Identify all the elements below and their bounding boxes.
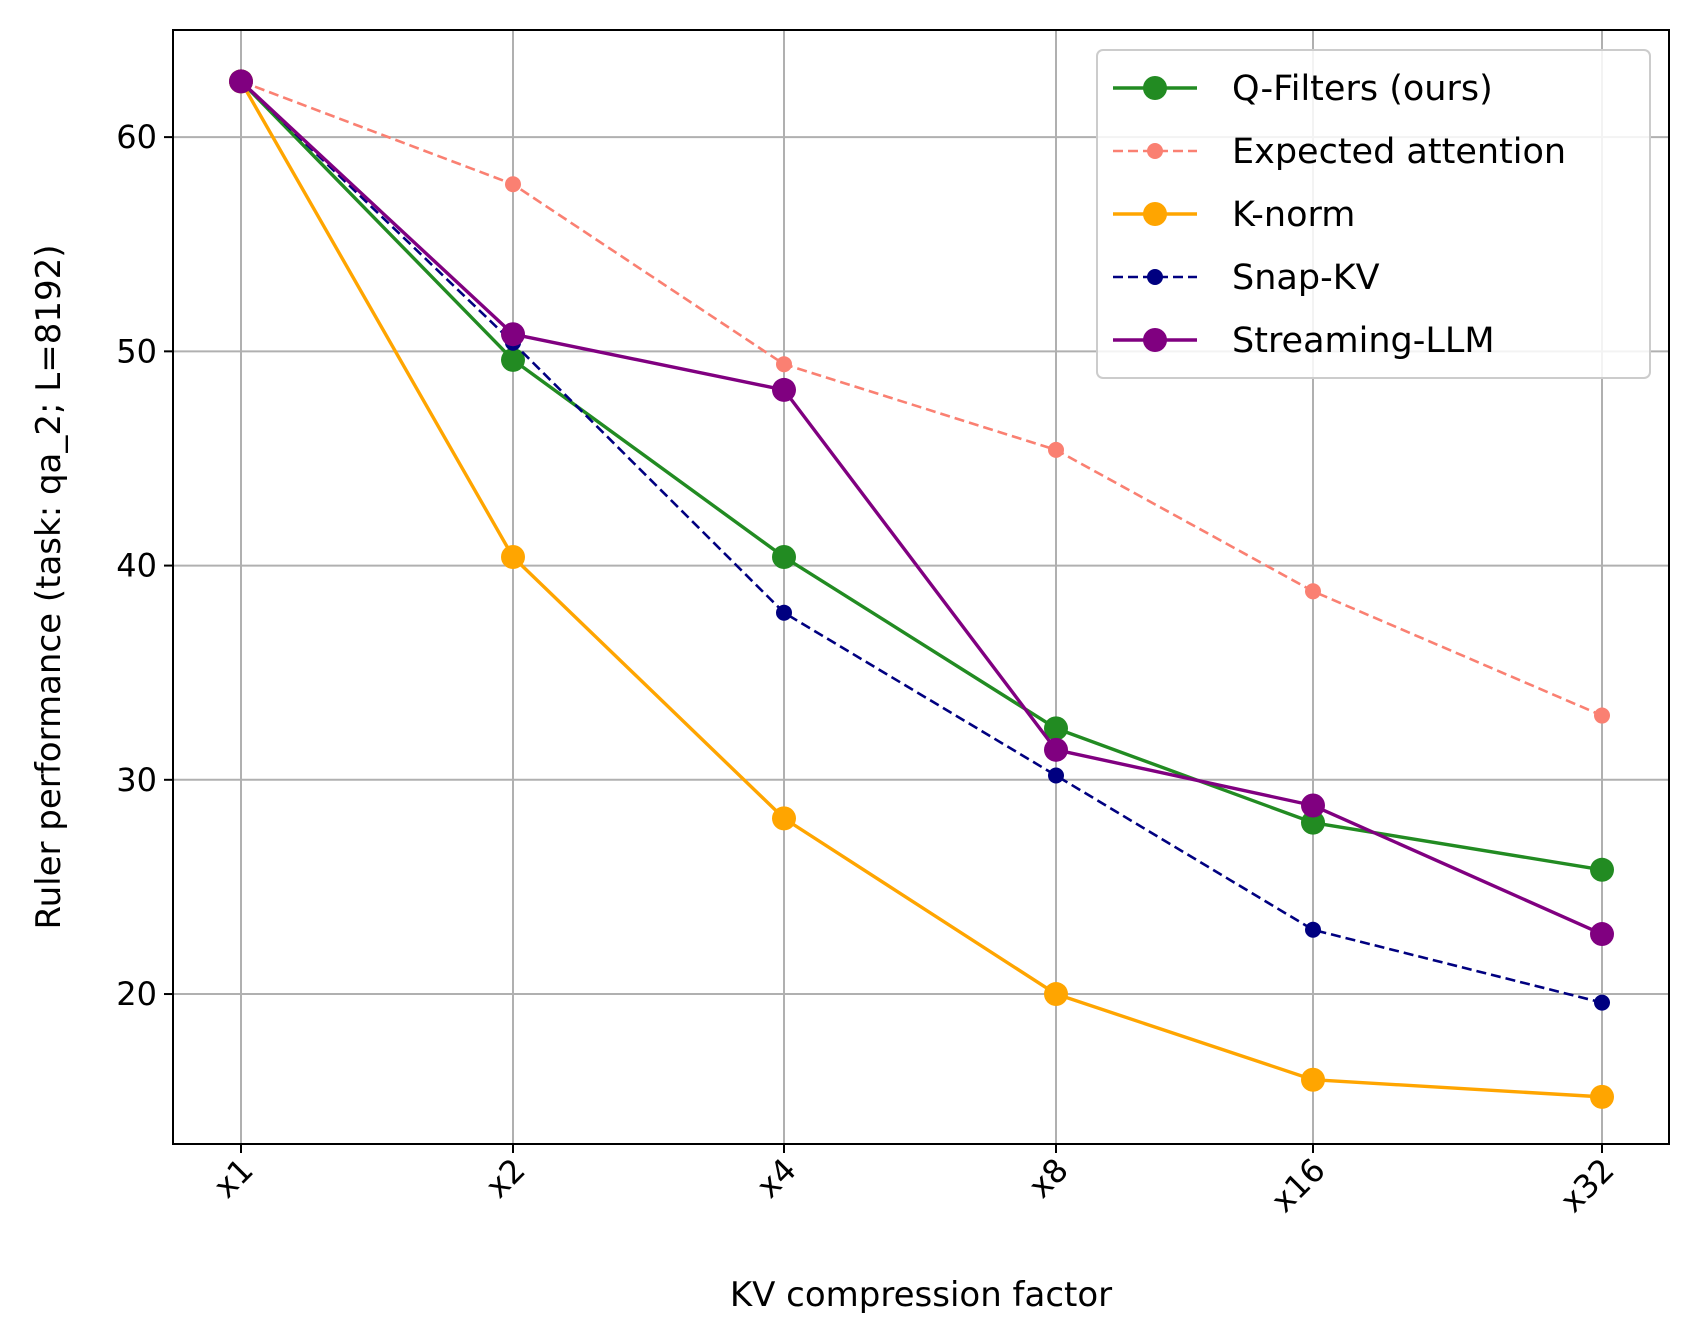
data-point — [1301, 1067, 1325, 1092]
data-point — [1594, 707, 1610, 724]
series-line — [240, 80, 1603, 1004]
series-line — [239, 80, 1603, 936]
legend-label: Streaming-LLM — [1232, 321, 1495, 361]
x-tick-label: x16 — [1264, 1151, 1333, 1220]
series-streaming-llm — [229, 69, 1614, 947]
legend-marker — [1143, 76, 1167, 100]
legend-entry: Expected attention — [1113, 132, 1566, 172]
x-tick-label: x1 — [206, 1151, 261, 1206]
data-point — [1044, 982, 1068, 1007]
legend-marker — [1143, 202, 1167, 226]
data-point — [1590, 857, 1614, 882]
legend-box — [1096, 49, 1651, 379]
data-point — [1301, 810, 1325, 835]
data-point — [772, 545, 796, 570]
legend-entry: K-norm — [1113, 195, 1355, 235]
y-tick-label: 20 — [116, 975, 157, 1013]
data-point — [1305, 921, 1321, 938]
series-line — [239, 80, 1603, 1099]
legend-label: K-norm — [1232, 195, 1355, 235]
data-point — [1305, 583, 1321, 600]
legend-marker — [1143, 328, 1167, 352]
data-point — [1590, 922, 1614, 947]
data-point — [501, 545, 525, 570]
legend-label: Expected attention — [1232, 132, 1566, 172]
y-tick-label: 60 — [116, 118, 157, 156]
legend-entry: Streaming-LLM — [1113, 321, 1495, 361]
data-point — [1301, 793, 1325, 818]
data-point — [776, 356, 792, 373]
data-point — [1590, 1084, 1614, 1109]
data-point — [1044, 716, 1068, 741]
y-tick-label: 50 — [116, 332, 157, 370]
data-point — [501, 322, 525, 347]
data-point — [776, 604, 792, 621]
legend-entry: Q-Filters (ours) — [1113, 69, 1493, 109]
y-axis-label: Ruler performance (task: qa_2; L=8192) — [29, 245, 69, 930]
plot-frame — [172, 29, 1670, 1145]
legend-marker — [1147, 269, 1163, 285]
legend-label: Q-Filters (ours) — [1232, 69, 1493, 109]
x-tick-label: x32 — [1553, 1151, 1622, 1220]
series-k-norm — [229, 69, 1614, 1109]
data-point — [1044, 737, 1068, 762]
data-point — [1048, 767, 1064, 784]
x-tick-label: x4 — [749, 1151, 804, 1206]
series-line — [239, 80, 1603, 872]
data-point — [772, 377, 796, 402]
y-tick-label: 30 — [116, 761, 157, 799]
x-axis-label: KV compression factor — [730, 1275, 1112, 1315]
data-point — [1594, 994, 1610, 1011]
data-point — [1048, 441, 1064, 458]
series-line — [240, 80, 1603, 717]
legend-marker — [1147, 143, 1163, 159]
data-point — [505, 176, 521, 193]
legend-label: Snap-KV — [1232, 258, 1380, 298]
series-layer — [229, 69, 1614, 1109]
y-tick-label: 40 — [116, 547, 157, 585]
legend: Q-Filters (ours) Expected attention K-norm… — [1096, 49, 1651, 379]
data-point — [501, 347, 525, 372]
x-tick-label: x2 — [478, 1151, 533, 1206]
legend-entry: Snap-KV — [1113, 258, 1380, 298]
x-tick-label: x8 — [1021, 1151, 1076, 1206]
data-point — [772, 806, 796, 831]
data-point — [229, 69, 253, 94]
